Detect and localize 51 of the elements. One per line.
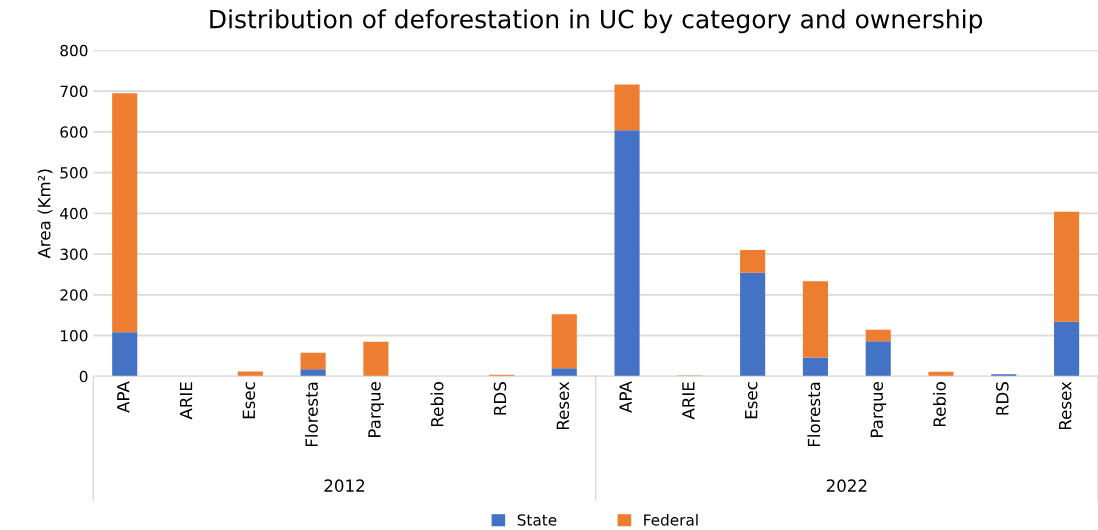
y-tick-label: 600 — [60, 126, 88, 138]
y-tick-label: 700 — [60, 85, 88, 98]
bar — [1054, 321, 1080, 377]
x-tick-label: APA — [117, 381, 130, 413]
bar — [237, 371, 263, 377]
bar — [1054, 211, 1080, 322]
y-tick-label: 400 — [60, 207, 88, 220]
y-tick-label: 300 — [60, 248, 88, 261]
y-tick-label: 100 — [60, 330, 88, 342]
legend-label: State — [517, 514, 557, 526]
x-tick-label: RDS — [493, 382, 507, 415]
x-tick-label: Resex — [556, 381, 570, 430]
bar — [614, 130, 640, 377]
bar — [300, 352, 326, 370]
x-tick-label: Parque — [870, 382, 887, 437]
x-tick-label: Esec — [745, 382, 758, 419]
bar — [740, 249, 766, 273]
x-tick-label: Floresta — [807, 382, 821, 447]
x-tick-label: Esec — [242, 382, 256, 419]
x-tick-label: Floresta — [305, 382, 318, 447]
bar — [802, 281, 828, 358]
bar — [363, 341, 389, 377]
y-axis-title: Area (Km²) — [37, 169, 53, 259]
x-tick-label: Resex — [1059, 381, 1072, 430]
legend-label: Federal — [644, 513, 698, 526]
x-tick-label: ARIE — [179, 382, 193, 420]
text: 2012 — [324, 479, 365, 492]
x-tick-label: Parque — [368, 382, 384, 437]
bar — [614, 84, 640, 131]
bar — [551, 368, 577, 377]
text: 2022 — [826, 479, 867, 492]
y-tick-label: 200 — [60, 289, 88, 301]
x-tick-label: ARIE — [682, 382, 695, 420]
y-tick-label: 800 — [60, 44, 88, 57]
y-tick-label: 500 — [60, 167, 88, 179]
bar — [740, 272, 766, 377]
bar — [112, 332, 138, 377]
bar — [300, 369, 326, 377]
bar — [802, 357, 828, 377]
x-tick-label: Rebio — [932, 382, 946, 427]
bar — [551, 314, 577, 369]
x-tick-label: RDS — [996, 382, 1009, 415]
bar — [112, 93, 138, 333]
bar — [928, 371, 954, 377]
bar — [991, 374, 1017, 377]
bar — [865, 329, 891, 342]
chart-title: Distribution of deforestation in UC by category and ownership — [210, 9, 983, 34]
bar — [865, 341, 891, 377]
x-tick-label: Rebio — [430, 382, 444, 427]
y-tick-label: 0 — [79, 370, 88, 383]
x-tick-label: APA — [619, 381, 632, 413]
